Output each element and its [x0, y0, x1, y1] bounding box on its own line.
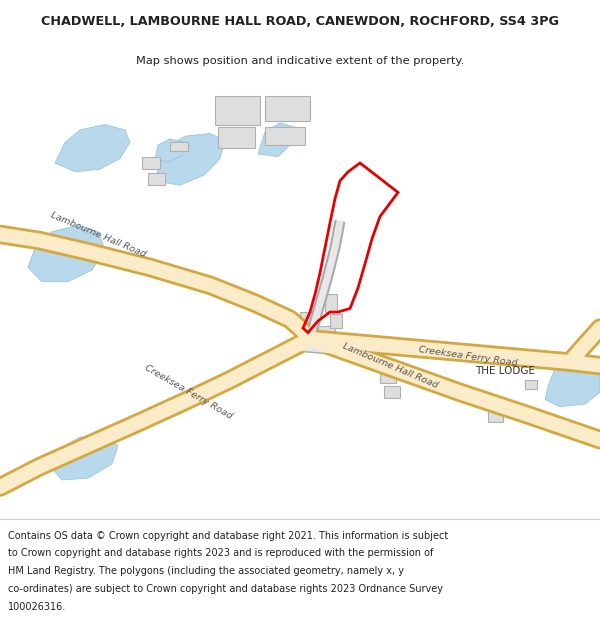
- Polygon shape: [318, 326, 335, 337]
- Polygon shape: [215, 96, 260, 124]
- Polygon shape: [50, 435, 118, 480]
- Polygon shape: [384, 386, 400, 398]
- Text: co-ordinates) are subject to Crown copyright and database rights 2023 Ordnance S: co-ordinates) are subject to Crown copyr…: [8, 584, 443, 594]
- Polygon shape: [545, 353, 600, 407]
- Polygon shape: [155, 139, 185, 162]
- Text: CHADWELL, LAMBOURNE HALL ROAD, CANEWDON, ROCHFORD, SS4 3PG: CHADWELL, LAMBOURNE HALL ROAD, CANEWDON,…: [41, 16, 559, 28]
- Polygon shape: [265, 96, 310, 121]
- Text: THE LODGE: THE LODGE: [475, 366, 535, 376]
- Text: Map shows position and indicative extent of the property.: Map shows position and indicative extent…: [136, 56, 464, 66]
- Polygon shape: [380, 372, 396, 384]
- Polygon shape: [488, 410, 503, 422]
- Polygon shape: [28, 226, 105, 282]
- Polygon shape: [148, 173, 165, 185]
- Text: to Crown copyright and database rights 2023 and is reproduced with the permissio: to Crown copyright and database rights 2…: [8, 549, 433, 559]
- Polygon shape: [330, 314, 342, 328]
- Text: Lambourne Hall Road: Lambourne Hall Road: [49, 210, 147, 259]
- Text: HM Land Registry. The polygons (including the associated geometry, namely x, y: HM Land Registry. The polygons (includin…: [8, 566, 404, 576]
- Polygon shape: [218, 127, 255, 148]
- Text: Creeksea Ferry Road: Creeksea Ferry Road: [418, 345, 518, 368]
- Polygon shape: [142, 157, 160, 169]
- Polygon shape: [300, 312, 315, 321]
- Polygon shape: [170, 142, 188, 151]
- Polygon shape: [265, 127, 305, 145]
- Text: Creeksea Ferry Road: Creeksea Ferry Road: [143, 364, 233, 421]
- Polygon shape: [155, 134, 225, 185]
- Text: Lambourne Hall Road: Lambourne Hall Road: [341, 341, 439, 390]
- Polygon shape: [55, 124, 130, 172]
- Polygon shape: [525, 380, 537, 389]
- Polygon shape: [258, 122, 295, 157]
- Text: Contains OS data © Crown copyright and database right 2021. This information is : Contains OS data © Crown copyright and d…: [8, 531, 448, 541]
- Text: 100026316.: 100026316.: [8, 602, 66, 612]
- Polygon shape: [325, 294, 337, 312]
- Polygon shape: [490, 397, 505, 407]
